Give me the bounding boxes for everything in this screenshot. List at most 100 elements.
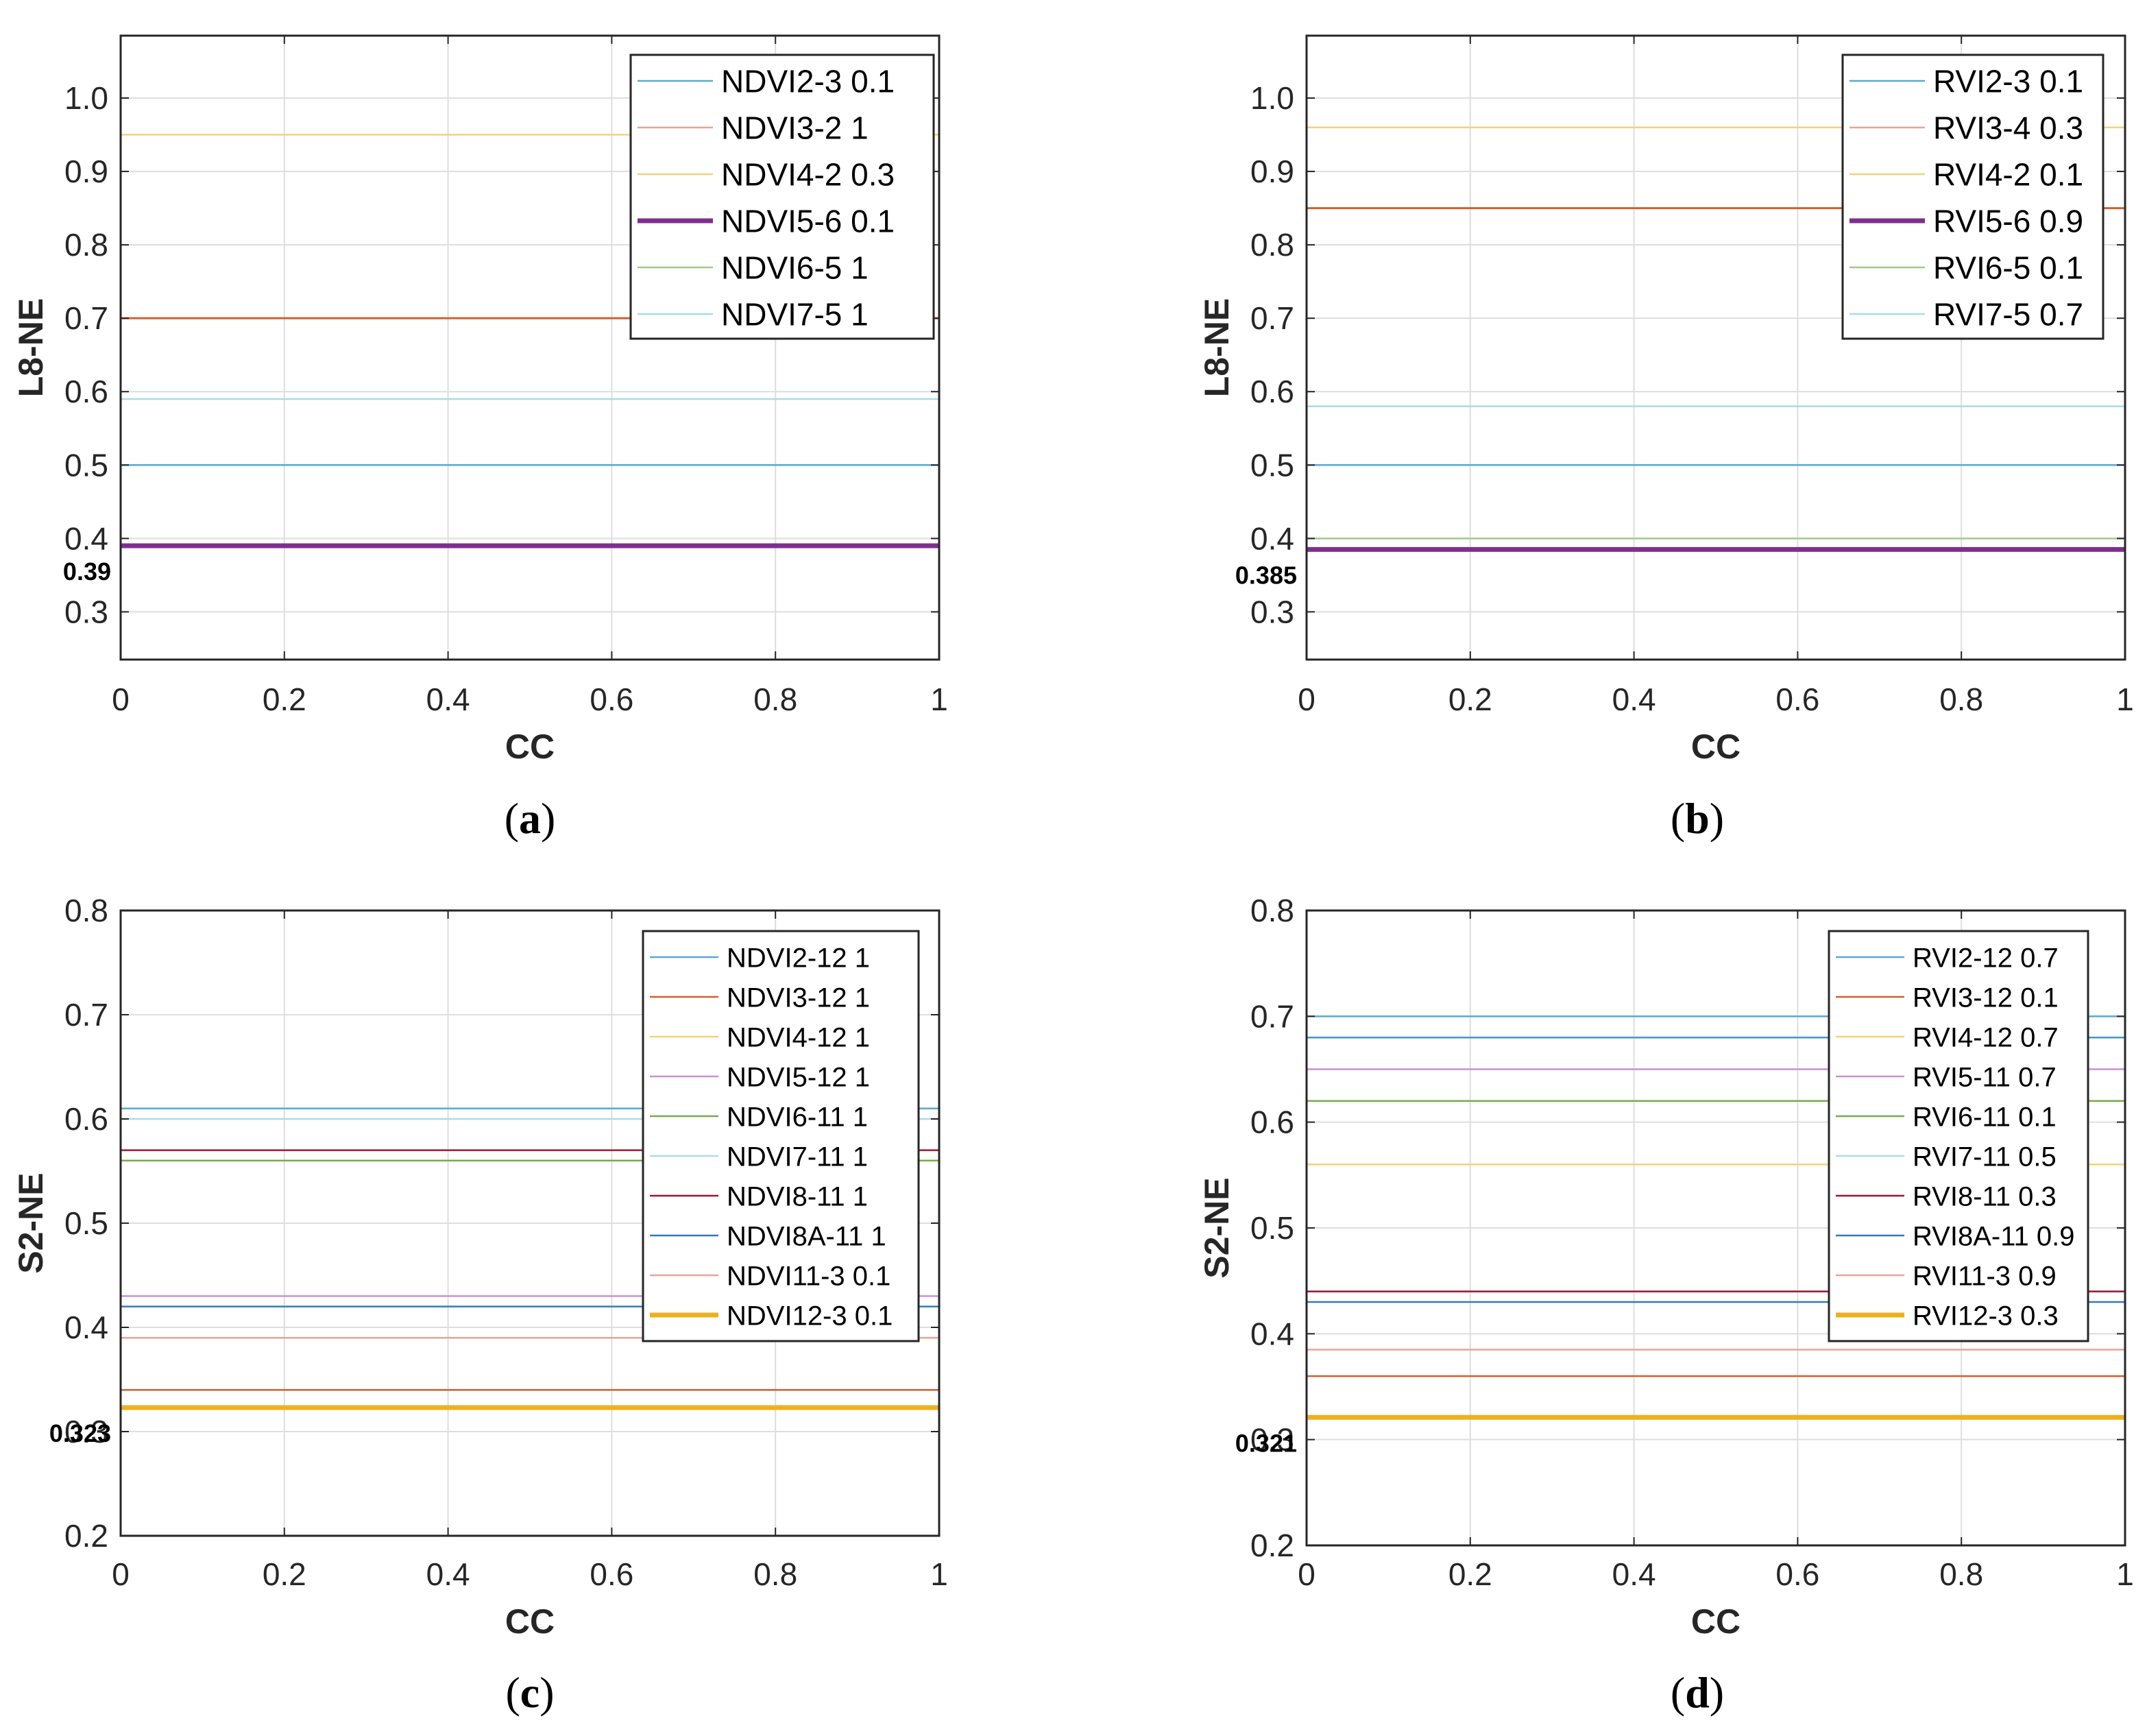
chart-panel-d: 0 0.2 0.4 0.6 0.8 10.20.30.40.50.60.70.80.321… xyxy=(1198,893,2134,1717)
y-tick-label: 0.8 xyxy=(1250,227,1294,263)
y-tick-label: 0.9 xyxy=(1250,154,1294,189)
legend-entry: RVI3-4 0.3 xyxy=(1933,110,2083,146)
panel-caption: (b) xyxy=(1671,794,1724,843)
legend-entry: RVI8-11 0.3 xyxy=(1913,1181,2057,1211)
legend-entry: RVI8A-11 0.9 xyxy=(1913,1221,2074,1251)
y-axis-label: S2-NE xyxy=(12,1172,50,1273)
legend-entry: NDVI2-3 0.1 xyxy=(721,64,895,99)
y-tick-label: 0.7 xyxy=(1250,998,1294,1034)
axes-frame xyxy=(119,34,941,661)
x-tick-label: 0.2 xyxy=(263,682,306,717)
legend-entry: RVI6-5 0.1 xyxy=(1933,250,2083,286)
y-tick-label: 0.7 xyxy=(1250,300,1294,336)
y-axis-label: L8-NE xyxy=(1198,298,1236,397)
x-tick-label: 0.6 xyxy=(590,682,633,717)
legend-entry: NDVI12-3 0.1 xyxy=(727,1301,893,1331)
panel-caption: (d) xyxy=(1671,1668,1724,1717)
legend-entry: RVI2-3 0.1 xyxy=(1933,64,2083,99)
legend-entry: RVI12-3 0.3 xyxy=(1913,1301,2059,1331)
x-tick-label: 0.4 xyxy=(1612,682,1656,717)
y-tick-label: 0.2 xyxy=(64,1518,108,1554)
y-tick-label: 0.5 xyxy=(1250,447,1294,483)
y-tick-label: 0.3 xyxy=(64,594,108,629)
legend-entry: NDVI11-3 0.1 xyxy=(727,1261,890,1291)
legend: RVI2-3 0.1 RVI3-4 0.3 RVI4-2 0.1 RVI5-6 0.9… xyxy=(1841,53,2104,340)
x-axis-label: CC xyxy=(505,1602,555,1641)
legend-entry: NDVI4-2 0.3 xyxy=(721,157,895,193)
y-tick-label: 0.3 xyxy=(1250,594,1294,629)
y-tick-label: 0.6 xyxy=(1250,1105,1294,1140)
x-tick-label: 0.2 xyxy=(1448,1556,1492,1592)
x-tick-label: 1 xyxy=(2116,1556,2134,1592)
legend-entry: RVI2-12 0.7 xyxy=(1913,943,2059,973)
legend-entry: NDVI3-12 1 xyxy=(727,982,870,1013)
x-tick-label: 1 xyxy=(930,682,948,717)
min-value-annotation: 0.385 xyxy=(1235,561,1297,589)
y-tick-label: 0.4 xyxy=(1250,520,1294,556)
legend-entry: NDVI5-12 1 xyxy=(727,1062,870,1092)
y-axis-label: L8-NE xyxy=(12,298,50,397)
legend-entry: NDVI7-11 1 xyxy=(727,1142,868,1172)
x-tick-label: 0.8 xyxy=(1939,682,1983,717)
legend-entry: NDVI2-12 1 xyxy=(727,943,870,973)
min-value-annotation: 0.323 xyxy=(49,1419,111,1447)
y-tick-label: 0.8 xyxy=(1250,893,1294,928)
x-tick-label: 0.4 xyxy=(1612,1556,1656,1592)
legend-box xyxy=(629,53,935,340)
panel-caption-letter: a xyxy=(519,794,541,843)
x-tick-label: 0.2 xyxy=(1448,682,1492,717)
x-tick-label: 0 xyxy=(112,682,130,717)
legend-entry: RVI4-12 0.7 xyxy=(1913,1022,2059,1052)
y-tick-label: 0.3 xyxy=(64,1414,108,1449)
y-tick-label: 0.4 xyxy=(64,520,108,556)
legend-entry: RVI11-3 0.9 xyxy=(1913,1261,2057,1291)
y-tick-label: 0.5 xyxy=(64,447,108,483)
y-tick-label: 0.5 xyxy=(64,1205,108,1241)
y-tick-label: 0.3 xyxy=(1250,1422,1294,1458)
x-tick-label: 0 xyxy=(112,1556,130,1592)
x-tick-label: 0.6 xyxy=(1775,1556,1819,1592)
x-axis-label: CC xyxy=(505,727,555,766)
chart-panel-b: 0 0.2 0.4 0.6 0.8 1 0.3 0.4 0.5 0.6 0.7 0.8 0.9 1.0 0.… xyxy=(1198,34,2134,843)
legend-entry: RVI5-6 0.9 xyxy=(1933,204,2083,239)
x-axis-label: CC xyxy=(1691,727,1740,766)
y-tick-label: 0.8 xyxy=(64,893,108,928)
legend-entry: NDVI3-2 1 xyxy=(721,110,869,146)
x-tick-label: 0.8 xyxy=(1939,1556,1983,1592)
panel-caption-letter: c xyxy=(520,1668,539,1717)
panel-caption: (c) xyxy=(505,1668,554,1717)
y-tick-label: 0.8 xyxy=(64,227,108,263)
y-tick-label: 1.0 xyxy=(64,80,108,116)
x-tick-label: 0.8 xyxy=(753,682,797,717)
y-tick-label: 0.7 xyxy=(64,997,108,1033)
legend-entry: RVI7-11 0.5 xyxy=(1913,1142,2057,1172)
legend-box xyxy=(1828,930,2089,1342)
x-tick-label: 0.4 xyxy=(426,682,470,717)
x-tick-label: 1 xyxy=(2116,682,2134,717)
x-tick-label: 0.2 xyxy=(263,1556,306,1592)
x-tick-label: 0 xyxy=(1298,1556,1315,1592)
chart-panel-a: 0 0.2 0.4 0.6 0.8 1 0.3 0.4 0.5 0.6 0.7 0.8 0.9 1.0 0.… xyxy=(12,34,948,843)
y-tick-label: 0.6 xyxy=(64,374,108,409)
legend: RVI2-12 0.7 RVI3-12 0.1 RVI4-12 0.7 RVI5-11… xyxy=(1828,930,2089,1342)
legend-entry: NDVI8A-11 1 xyxy=(727,1221,886,1251)
legend: NDVI2-3 0.1 NDVI3-2 1 NDVI4-2 0.3 NDVI5-6 0… xyxy=(629,53,935,340)
min-value-annotation: 0.321 xyxy=(1235,1429,1297,1457)
min-value-annotation: 0.39 xyxy=(63,557,111,586)
legend-entry: RVI4-2 0.1 xyxy=(1933,157,2083,193)
panel-caption-letter: b xyxy=(1685,794,1710,843)
legend: NDVI2-12 1 NDVI3-12 1 NDVI4-12 1 NDVI5-12 1… xyxy=(642,930,920,1342)
legend-box xyxy=(1841,53,2104,340)
y-tick-label: 0.9 xyxy=(64,154,108,189)
x-tick-label: 0.4 xyxy=(426,1556,470,1592)
panel-caption-letter: d xyxy=(1685,1668,1710,1717)
x-tick-label: 0.6 xyxy=(1775,682,1819,717)
chart-panel-c: 0 0.2 0.4 0.6 0.8 10.20.30.40.50.60.70.80.323… xyxy=(12,893,948,1717)
legend-entry: RVI5-11 0.7 xyxy=(1913,1062,2057,1092)
legend-entry: NDVI8-11 1 xyxy=(727,1181,868,1211)
y-tick-label: 0.6 xyxy=(64,1101,108,1137)
y-tick-label: 0.7 xyxy=(64,300,108,336)
x-tick-label: 0 xyxy=(1298,682,1315,717)
panel-caption: (a) xyxy=(505,794,556,843)
